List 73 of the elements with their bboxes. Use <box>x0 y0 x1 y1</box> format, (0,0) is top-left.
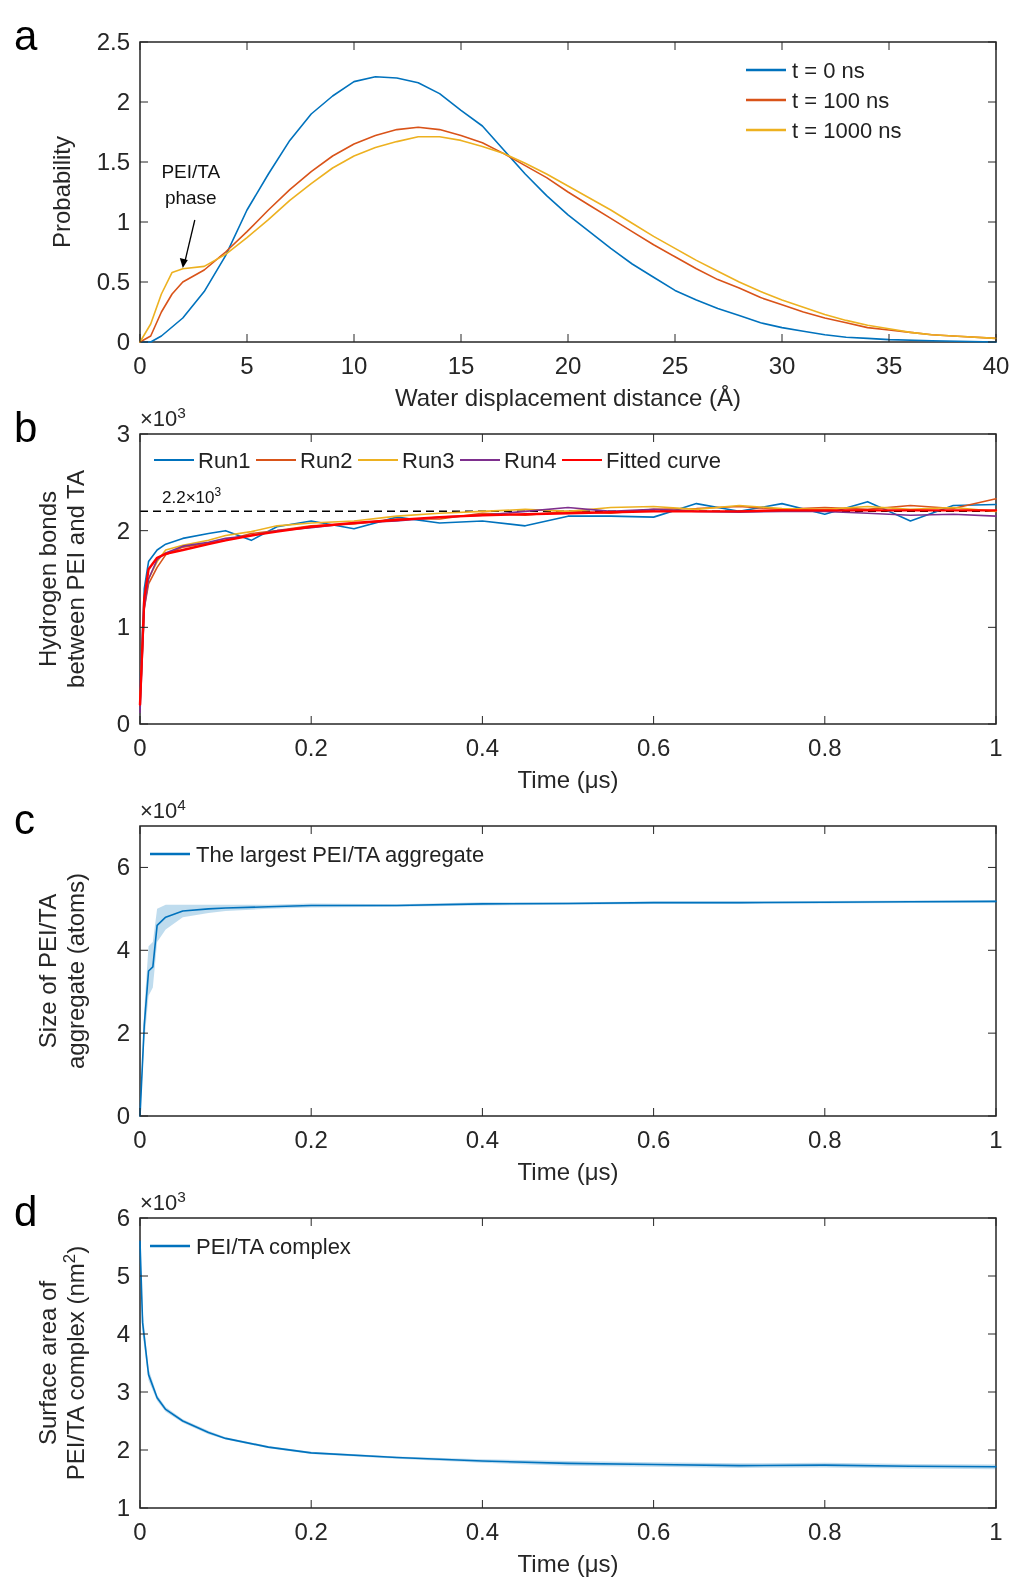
x-tick-label: 0.2 <box>294 734 328 761</box>
y-axis-title: Size of PEI/TA aggregate (atoms) <box>34 872 89 1070</box>
chart-title: c <box>14 796 35 843</box>
y-axis-title: Probability <box>48 135 75 249</box>
x-tick-label: 0.6 <box>636 1518 671 1545</box>
y-tick-label: 4 <box>116 1320 130 1347</box>
ref-line-label: 2.2×10$^{3}$ <box>162 485 222 508</box>
x-tick-label: 0.4 <box>465 1518 500 1545</box>
x-tick-label: 0.8 <box>808 1126 842 1153</box>
y-axis-title: Hydrogen bonds between PEI and TA <box>34 470 89 688</box>
chart-title: d <box>14 1188 38 1235</box>
y-tick-label: 2 <box>116 88 130 115</box>
legend-label: The largest PEI/TA aggregate <box>196 842 485 867</box>
text: ×10$^{3}$ <box>140 1187 186 1215</box>
y-tick-label: 0 <box>116 328 130 355</box>
y-tick-label: 6 <box>116 1204 130 1231</box>
y-tick-label: 0.5 <box>96 268 130 295</box>
y-tick-label: 1.5 <box>96 148 130 175</box>
x-tick-label: 0 <box>133 352 147 379</box>
x-axis-title: Time (μs) <box>517 1158 619 1185</box>
x-tick-label: 0 <box>133 1518 147 1545</box>
legend-label: Run1 <box>198 448 251 473</box>
legend-label: PEI/TA complex <box>196 1234 351 1259</box>
annotation: PEI/TA phase <box>161 161 221 208</box>
x-tick-label: 0 <box>133 734 147 761</box>
x-tick-label: 10 <box>340 352 368 379</box>
y-tick-label: 1 <box>116 613 130 641</box>
x-axis-title: Time (μs) <box>517 1550 619 1577</box>
x-tick-label: 0.6 <box>636 1126 671 1153</box>
x-tick-label: 5 <box>240 352 254 379</box>
x-tick-label: 0.2 <box>294 1126 328 1153</box>
x-tick-label: 1 <box>989 1126 1003 1153</box>
x-tick-label: 0.8 <box>808 1518 842 1545</box>
x-tick-label: 0 <box>133 1126 147 1153</box>
y-tick-label: 0 <box>116 710 130 737</box>
legend-label: t = 0 ns <box>792 58 865 83</box>
x-axis-title: Water displacement distance (Å) <box>395 384 741 411</box>
y-tick-label: 2 <box>116 516 130 544</box>
legend-label: Fitted curve <box>606 448 721 473</box>
legend-label: Run2 <box>300 448 353 473</box>
y-tick-label: 1 <box>116 208 130 235</box>
x-tick-label: 15 <box>447 352 475 379</box>
y-tick-label: 2 <box>116 1019 130 1047</box>
y-tick-label: 2.5 <box>96 28 130 55</box>
chart-title: a <box>14 12 38 59</box>
legend-label: t = 100 ns <box>792 88 890 113</box>
x-tick-label: 20 <box>554 352 582 379</box>
x-tick-label: 0.8 <box>808 734 842 761</box>
x-tick-label: 25 <box>661 352 689 379</box>
legend-label: Run3 <box>402 448 455 473</box>
y-tick-label: 6 <box>116 853 130 881</box>
y-tick-label: 2 <box>116 1436 130 1463</box>
y-tick-label: 1 <box>116 1494 130 1521</box>
y-tick-label: 3 <box>116 420 130 447</box>
chart-title: b <box>14 404 38 451</box>
x-tick-label: 35 <box>875 352 903 379</box>
x-axis-title: Time (μs) <box>517 766 619 793</box>
x-tick-label: 0.6 <box>636 734 671 761</box>
y-tick-label: 4 <box>116 936 130 964</box>
x-tick-label: 1 <box>989 734 1003 761</box>
y-tick-label: 5 <box>116 1262 130 1289</box>
y-tick-label: 0 <box>116 1102 130 1129</box>
y-tick-label: 3 <box>116 1378 130 1405</box>
text: ×10$^{4}$ <box>140 795 187 823</box>
legend-label: t = 1000 ns <box>792 118 902 143</box>
x-tick-label: 40 <box>982 352 1010 379</box>
x-tick-label: 0.2 <box>294 1518 328 1545</box>
x-tick-label: 0.4 <box>465 734 500 761</box>
text: ×10$^{3}$ <box>140 403 186 431</box>
legend-label: Run4 <box>504 448 557 473</box>
x-tick-label: 0.4 <box>465 1126 500 1153</box>
x-tick-label: 1 <box>989 1518 1003 1545</box>
x-tick-label: 30 <box>768 352 796 379</box>
